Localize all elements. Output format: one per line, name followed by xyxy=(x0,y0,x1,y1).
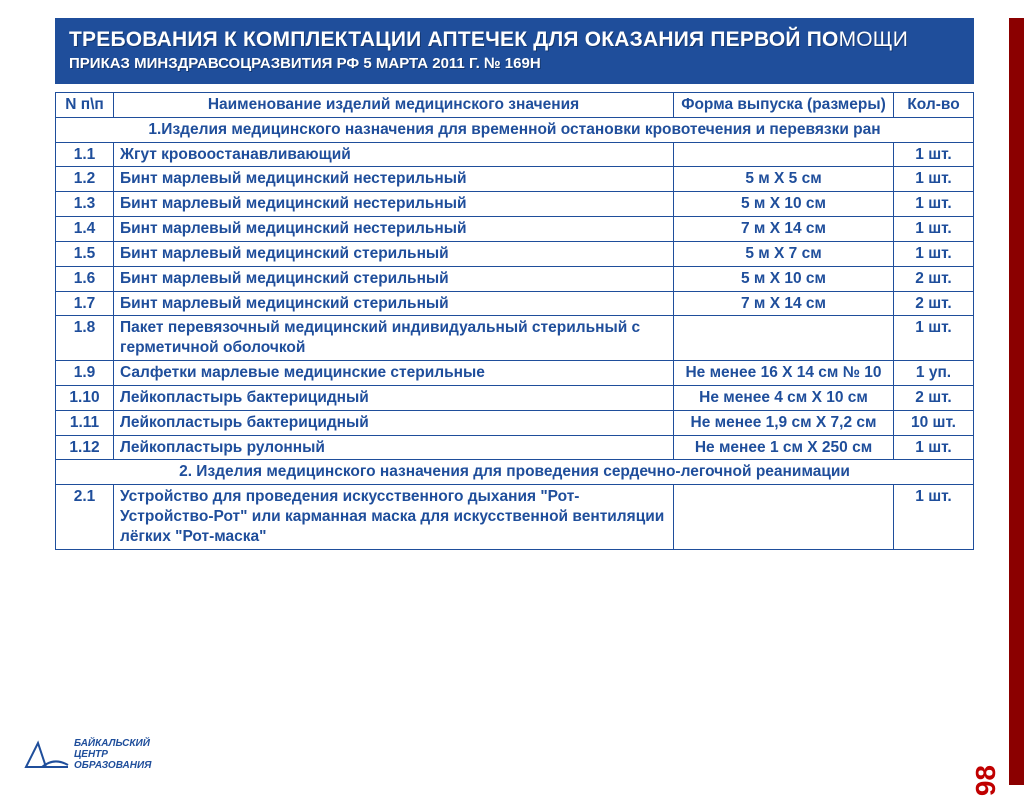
table-row: 1.9Салфетки марлевые медицинские стериль… xyxy=(56,361,974,386)
cell-name: Устройство для проведения искусственного… xyxy=(114,485,674,549)
section-cell: 1.Изделия медицинского назначения для вр… xyxy=(56,117,974,142)
table-row: 1.5Бинт марлевый медицинский стерильный5… xyxy=(56,241,974,266)
table-row: 1.8Пакет перевязочный медицинский индиви… xyxy=(56,316,974,361)
table-header-row: N п\п Наименование изделий медицинского … xyxy=(56,93,974,118)
cell-form xyxy=(674,142,894,167)
cell-name: Жгут кровоостанавливающий xyxy=(114,142,674,167)
table-row: 1.1Жгут кровоостанавливающий 1 шт. xyxy=(56,142,974,167)
logo-text: БАЙКАЛЬСКИЙ ЦЕНТР ОБРАЗОВАНИЯ xyxy=(74,738,151,771)
cell-n: 1.3 xyxy=(56,192,114,217)
table-row: 1.7Бинт марлевый медицинский стерильный7… xyxy=(56,291,974,316)
cell-n: 1.1 xyxy=(56,142,114,167)
cell-n: 1.11 xyxy=(56,410,114,435)
cell-name: Бинт марлевый медицинский стерильный xyxy=(114,241,674,266)
cell-qty: 2 шт. xyxy=(894,291,974,316)
cell-n: 2.1 xyxy=(56,485,114,549)
table-row: 1.4Бинт марлевый медицинский нестерильны… xyxy=(56,217,974,242)
cell-form: 7 м Х 14 см xyxy=(674,217,894,242)
cell-n: 1.5 xyxy=(56,241,114,266)
cell-name: Пакет перевязочный медицинский индивидуа… xyxy=(114,316,674,361)
header-subtitle: ПРИКАЗ МИНЗДРАВСОЦРАЗВИТИЯ РФ 5 МАРТА 20… xyxy=(69,55,960,72)
cell-name: Бинт марлевый медицинский стерильный xyxy=(114,291,674,316)
col-header-name: Наименование изделий медицинского значен… xyxy=(114,93,674,118)
cell-form: 5 м Х 5 см xyxy=(674,167,894,192)
cell-name: Лейкопластырь бактерицидный xyxy=(114,410,674,435)
cell-qty: 1 шт. xyxy=(894,435,974,460)
logo-text-line: ОБРАЗОВАНИЯ xyxy=(74,760,151,771)
col-header-n: N п\п xyxy=(56,93,114,118)
cell-form: 5 м Х 7 см xyxy=(674,241,894,266)
cell-qty: 1 уп. xyxy=(894,361,974,386)
cell-n: 1.7 xyxy=(56,291,114,316)
cell-n: 1.9 xyxy=(56,361,114,386)
cell-n: 1.6 xyxy=(56,266,114,291)
logo-icon xyxy=(24,737,70,771)
cell-name: Бинт марлевый медицинский стерильный xyxy=(114,266,674,291)
cell-qty: 1 шт. xyxy=(894,142,974,167)
logo-text-line: ЦЕНТР xyxy=(74,749,151,760)
table-row: 2.1Устройство для проведения искусственн… xyxy=(56,485,974,549)
cell-n: 1.2 xyxy=(56,167,114,192)
cell-n: 1.12 xyxy=(56,435,114,460)
cell-name: Бинт марлевый медицинский нестерильный xyxy=(114,192,674,217)
cell-n: 1.10 xyxy=(56,385,114,410)
section-cell: 2. Изделия медицинского назначения для п… xyxy=(56,460,974,485)
table-row: 1.2Бинт марлевый медицинский нестерильны… xyxy=(56,167,974,192)
table-row: 1.10Лейкопластырь бактерицидныйНе менее … xyxy=(56,385,974,410)
cell-form: Не менее 1 см Х 250 см xyxy=(674,435,894,460)
page-number: 98 xyxy=(970,765,1002,796)
cell-qty: 1 шт. xyxy=(894,217,974,242)
table-row: 1.12Лейкопластырь рулонныйНе менее 1 см … xyxy=(56,435,974,460)
cell-qty: 1 шт. xyxy=(894,485,974,549)
table-row: 1.6Бинт марлевый медицинский стерильный5… xyxy=(56,266,974,291)
cell-qty: 10 шт. xyxy=(894,410,974,435)
cell-n: 1.4 xyxy=(56,217,114,242)
cell-qty: 2 шт. xyxy=(894,385,974,410)
slide-header: ТРЕБОВАНИЯ К КОМПЛЕКТАЦИИ АПТЕЧЕК ДЛЯ ОК… xyxy=(55,18,974,84)
cell-form xyxy=(674,485,894,549)
cell-form: Не менее 1,9 см Х 7,2 см xyxy=(674,410,894,435)
cell-form: 7 м Х 14 см xyxy=(674,291,894,316)
cell-name: Лейкопластырь бактерицидный xyxy=(114,385,674,410)
cell-form xyxy=(674,316,894,361)
cell-form: Не менее 4 см Х 10 см xyxy=(674,385,894,410)
table-row: 2. Изделия медицинского назначения для п… xyxy=(56,460,974,485)
cell-form: 5 м Х 10 см xyxy=(674,192,894,217)
org-logo: БАЙКАЛЬСКИЙ ЦЕНТР ОБРАЗОВАНИЯ xyxy=(24,737,151,771)
cell-name: Лейкопластырь рулонный xyxy=(114,435,674,460)
cell-qty: 2 шт. xyxy=(894,266,974,291)
col-header-qty: Кол-во xyxy=(894,93,974,118)
header-title: ТРЕБОВАНИЯ К КОМПЛЕКТАЦИИ АПТЕЧЕК ДЛЯ ОК… xyxy=(69,28,960,52)
cell-n: 1.8 xyxy=(56,316,114,361)
table-row: 1.3Бинт марлевый медицинский нестерильны… xyxy=(56,192,974,217)
cell-name: Бинт марлевый медицинский нестерильный xyxy=(114,217,674,242)
side-accent-bar xyxy=(1009,18,1024,785)
cell-qty: 1 шт. xyxy=(894,167,974,192)
cell-form: 5 м Х 10 см xyxy=(674,266,894,291)
table-row: 1.11Лейкопластырь бактерицидныйНе менее … xyxy=(56,410,974,435)
cell-name: Салфетки марлевые медицинские стерильные xyxy=(114,361,674,386)
table-row: 1.Изделия медицинского назначения для вр… xyxy=(56,117,974,142)
table-container: N п\п Наименование изделий медицинского … xyxy=(55,92,974,550)
cell-name: Бинт марлевый медицинский нестерильный xyxy=(114,167,674,192)
header-title-bold: ТРЕБОВАНИЯ К КОМПЛЕКТАЦИИ АПТЕЧЕК ДЛЯ ОК… xyxy=(69,28,839,51)
cell-qty: 1 шт. xyxy=(894,192,974,217)
cell-qty: 1 шт. xyxy=(894,241,974,266)
cell-qty: 1 шт. xyxy=(894,316,974,361)
cell-form: Не менее 16 Х 14 см № 10 xyxy=(674,361,894,386)
logo-text-line: БАЙКАЛЬСКИЙ xyxy=(74,738,151,749)
header-title-thin: МОЩИ xyxy=(839,28,908,51)
col-header-form: Форма выпуска (размеры) xyxy=(674,93,894,118)
requirements-table: N п\п Наименование изделий медицинского … xyxy=(55,92,974,550)
